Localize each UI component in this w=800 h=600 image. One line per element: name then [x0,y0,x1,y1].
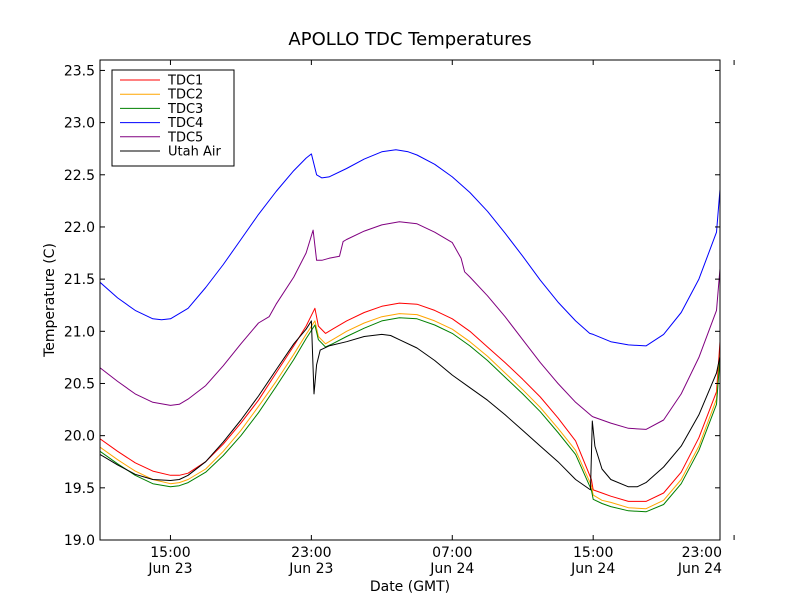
plot-frame [99,59,721,541]
x-tick-time-label: 15:00 [150,545,190,561]
y-tick-label: 23.5 [64,63,95,79]
x-tick-date-label: Jun 23 [288,561,333,577]
y-tick-label: 21.5 [64,272,95,288]
series-line-tdc3 [100,317,720,513]
tick-layer: 19.0 19.5 20.0 20.5 21.0 21.5 22.0 22.5 23.0 23.5… [64,60,735,577]
legend-box [111,69,235,167]
x-tick-date-label: Jun 24 [570,561,615,577]
legend-label: Utah Air [168,145,221,160]
y-axis-label: Temperature (C) [42,243,58,358]
chart-title: APOLLO TDC Temperatures [288,29,531,50]
y-tick-label: 22.5 [64,168,95,184]
y-tick-label: 21.0 [64,324,95,340]
legend-label: TDC1 [167,74,203,89]
x-tick-date-label: Jun 24 [429,561,474,577]
legend-label: TDC3 [167,102,203,117]
series-line-tdc5 [100,221,720,430]
legend-label: TDC2 [167,88,203,103]
y-tick-label: 19.0 [64,533,95,549]
y-tick-label: 20.0 [64,429,95,445]
y-tick-label: 23.0 [64,116,95,132]
x-tick-time-label: 15:00 [573,545,613,561]
legend-label: TDC4 [167,116,203,131]
series-line-tdc2 [100,313,720,510]
x-tick-date-label: Jun 24 [677,561,722,577]
series-line-tdc4 [100,149,720,347]
series-layer [100,149,720,513]
series-line-utah-air [100,320,720,491]
y-tick-label: 22.0 [64,220,95,236]
x-tick-time-label: 23:00 [291,545,331,561]
legend-label: TDC5 [167,130,203,145]
y-tick-label: 20.5 [64,376,95,392]
x-axis-label: Date (GMT) [370,579,450,595]
x-tick-date-label: Jun 23 [147,561,192,577]
x-tick-time-label: 07:00 [432,545,472,561]
x-tick-time-label: 23:00 [682,545,722,561]
y-tick-label: 19.5 [64,481,95,497]
